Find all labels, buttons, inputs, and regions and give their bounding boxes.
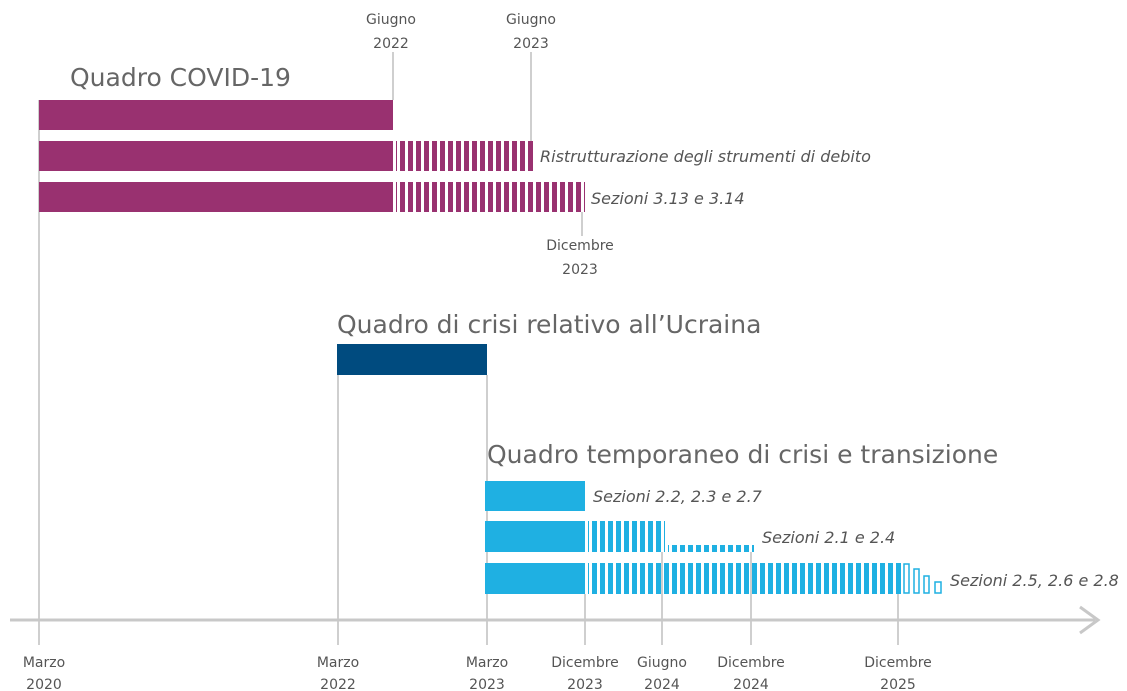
date-label: 2024 <box>644 677 680 691</box>
group-title: Quadro di crisi relativo all’Ucraina <box>337 310 761 339</box>
dates: Giugno 2022 Giugno 2023 Dicembre 2023 Marzo 202… <box>23 12 932 691</box>
covid-bars <box>39 100 585 212</box>
bar-label: Sezioni 3.13 e 3.14 <box>591 189 745 208</box>
bar-label: Ristrutturazione degli strumenti di debi… <box>540 147 871 166</box>
date-label: 2025 <box>880 677 916 691</box>
date-label: 2023 <box>469 677 505 691</box>
date-label: Giugno <box>506 12 556 28</box>
date-label: Marzo <box>317 655 359 671</box>
date-label: Giugno <box>366 12 416 28</box>
date-label: 2022 <box>320 677 356 691</box>
date-label: 2023 <box>567 677 603 691</box>
guides <box>10 52 1101 645</box>
date-label: Dicembre <box>717 655 785 671</box>
date-label: 2024 <box>733 677 769 691</box>
bar-label: Sezioni 2.2, 2.3 e 2.7 <box>593 487 763 506</box>
bar-label: Sezioni 2.5, 2.6 e 2.8 <box>950 571 1119 590</box>
date-label: Giugno <box>637 655 687 671</box>
group-title: Quadro temporaneo di crisi e transizione <box>487 440 998 469</box>
date-label: Marzo <box>466 655 508 671</box>
date-label: Marzo <box>23 655 65 671</box>
transition-bars <box>485 481 942 594</box>
date-label: Dicembre <box>551 655 619 671</box>
date-label: 2023 <box>562 262 598 278</box>
date-label: 2020 <box>26 677 62 691</box>
group-title: Quadro COVID-19 <box>70 63 291 92</box>
ukraine-bar <box>337 344 487 375</box>
bar-label: Sezioni 2.1 e 2.4 <box>762 528 895 547</box>
date-label: Dicembre <box>546 238 614 254</box>
date-label: 2023 <box>513 36 549 52</box>
date-label: 2022 <box>373 36 409 52</box>
date-label: Dicembre <box>864 655 932 671</box>
